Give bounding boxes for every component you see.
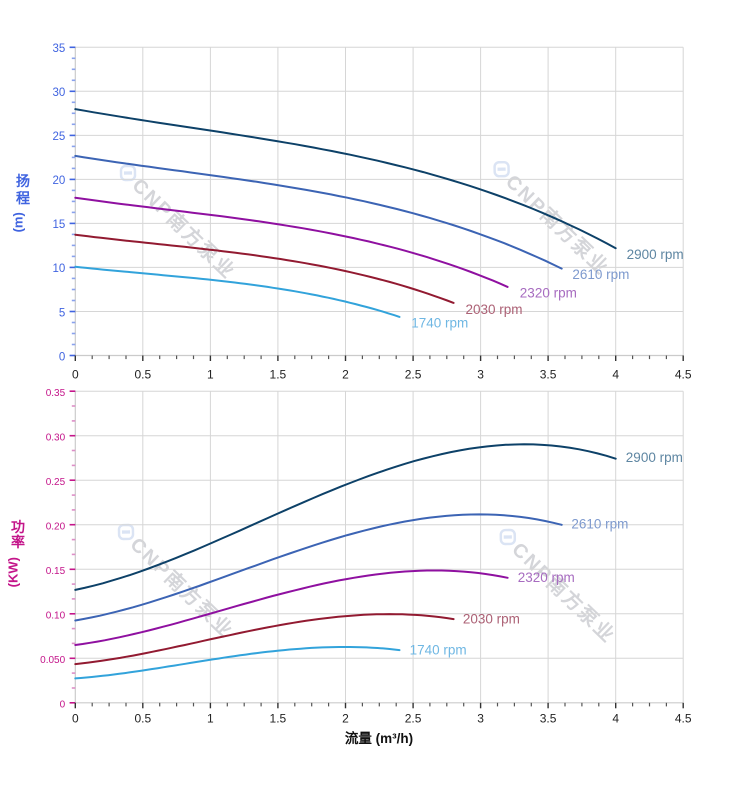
svg-text:3: 3 [477,367,484,381]
svg-text:1.5: 1.5 [270,712,287,726]
svg-text:20: 20 [53,175,66,187]
svg-text:1: 1 [207,712,214,726]
svg-text:25: 25 [53,131,66,143]
svg-text:15: 15 [53,219,66,231]
svg-text:0: 0 [72,712,79,726]
svg-text:1740 rpm: 1740 rpm [411,315,468,330]
svg-text:2: 2 [342,367,349,381]
svg-text:1740 rpm: 1740 rpm [410,643,467,658]
svg-text:0: 0 [60,700,66,711]
svg-text:0.5: 0.5 [134,367,151,381]
svg-text:2: 2 [342,712,349,726]
svg-text:0.5: 0.5 [134,712,151,726]
svg-text:4.5: 4.5 [675,367,692,381]
svg-text:3.5: 3.5 [540,367,557,381]
svg-text:4: 4 [612,712,619,726]
svg-text:35: 35 [53,43,66,55]
svg-text:流量 (m³/h): 流量 (m³/h) [345,730,413,746]
svg-text:2900 rpm: 2900 rpm [626,450,683,465]
svg-text:0.15: 0.15 [46,566,66,577]
svg-text:4.5: 4.5 [675,712,692,726]
svg-text:扬: 扬 [16,173,30,189]
svg-text:0.25: 0.25 [46,477,66,488]
svg-text:(KW): (KW) [6,557,21,587]
svg-text:30: 30 [53,87,66,99]
svg-text:0.35: 0.35 [46,388,66,399]
svg-text:1.5: 1.5 [270,367,287,381]
svg-text:3: 3 [477,712,484,726]
svg-text:4: 4 [612,367,619,381]
svg-text:0: 0 [59,351,65,363]
svg-text:2030 rpm: 2030 rpm [463,612,520,627]
svg-text:2610 rpm: 2610 rpm [572,267,629,282]
svg-text:3.5: 3.5 [540,712,557,726]
svg-text:0.20: 0.20 [46,521,66,532]
svg-text:2320 rpm: 2320 rpm [520,285,577,300]
svg-text:0: 0 [72,367,79,381]
svg-text:(m): (m) [11,212,26,232]
svg-text:2030 rpm: 2030 rpm [466,302,523,317]
svg-text:2900 rpm: 2900 rpm [627,247,684,262]
svg-text:1: 1 [207,367,214,381]
svg-text:5: 5 [59,307,65,319]
svg-text:2610 rpm: 2610 rpm [571,516,628,531]
svg-text:2320 rpm: 2320 rpm [518,570,575,585]
svg-text:0.050: 0.050 [40,655,65,666]
svg-text:率: 率 [11,534,25,550]
svg-text:2.5: 2.5 [405,712,422,726]
svg-text:2.5: 2.5 [405,367,422,381]
svg-text:程: 程 [16,190,30,206]
svg-text:0.30: 0.30 [46,432,66,443]
svg-text:0.10: 0.10 [46,611,66,622]
svg-text:10: 10 [53,263,66,275]
svg-text:功: 功 [11,519,25,535]
